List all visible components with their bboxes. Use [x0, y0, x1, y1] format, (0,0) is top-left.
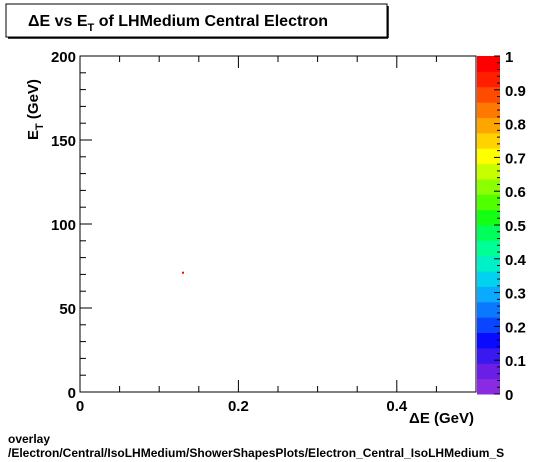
- y-tick-label: 50: [59, 301, 76, 318]
- colorbar-segment: [477, 286, 500, 303]
- colorbar-tick-label: 0: [505, 387, 513, 404]
- y-axis-tick-labels: 0 50 100 150 200: [51, 49, 76, 402]
- colorbar-tick-label: 0.9: [505, 83, 526, 100]
- y-axis-label-main: E: [25, 130, 42, 140]
- colorbar: [477, 56, 500, 395]
- y-tick-label: 150: [51, 133, 76, 150]
- x-tick-label: 0.4: [386, 398, 408, 415]
- colorbar-segment: [477, 56, 500, 72]
- colorbar-tick-label: 0.7: [505, 150, 526, 167]
- y-axis-label-subscript: T: [34, 123, 46, 130]
- footer-overlay-label: overlay: [8, 432, 51, 446]
- chart-title-box: ΔE vs ET of LHMedium Central Electron: [5, 3, 389, 39]
- colorbar-tick-labels: 0 0.1 0.2 0.3 0.4 0.5 0.6 0.7 0.8 0.9 1: [494, 49, 527, 404]
- x-axis-label: ΔE (GeV): [409, 410, 474, 427]
- colorbar-segment: [477, 378, 500, 395]
- y-tick-label: 100: [51, 217, 76, 234]
- colorbar-tick-label: 0.8: [505, 117, 526, 134]
- colorbar-tick-label: 0.4: [505, 252, 527, 269]
- colorbar-tick-label: 0.2: [505, 319, 526, 336]
- colorbar-segment: [477, 332, 500, 349]
- colorbar-segment: [477, 132, 500, 149]
- y-axis-ticks: [80, 55, 92, 393]
- x-axis-ticks: [79, 56, 477, 392]
- x-tick-label: 0: [76, 398, 84, 415]
- colorbar-segment: [477, 102, 500, 118]
- colorbar-segment: [477, 317, 500, 334]
- colorbar-segment: [477, 194, 500, 211]
- chart-title: ΔE vs ET of LHMedium Central Electron: [28, 13, 328, 34]
- colorbar-tick-label: 1: [505, 49, 513, 66]
- y-axis-label-unit: (GeV): [25, 79, 42, 123]
- colorbar-tick-label: 0.1: [505, 353, 526, 370]
- colorbar-segment: [477, 255, 500, 272]
- y-tick-label: 200: [51, 49, 76, 66]
- chart-title-subscript: T: [88, 22, 95, 34]
- colorbar-segment: [477, 363, 500, 380]
- colorbar-segment: [477, 301, 500, 318]
- colorbar-tick-label: 0.6: [505, 184, 526, 201]
- colorbar-segment: [477, 163, 500, 180]
- colorbar-segment: [477, 271, 500, 287]
- y-tick-label: 0: [68, 385, 76, 402]
- colorbar-segment: [477, 71, 500, 88]
- plot-frame: [79, 55, 477, 393]
- colorbar-tick-label: 0.5: [505, 218, 526, 235]
- colorbar-segment: [477, 86, 500, 103]
- data-points: [181, 271, 184, 274]
- colorbar-segment: [477, 209, 500, 226]
- colorbar-segment: [477, 347, 500, 364]
- colorbar-segment: [477, 117, 500, 134]
- chart-title-main: ΔE vs E: [28, 13, 88, 30]
- colorbar-segment: [477, 225, 500, 241]
- y-axis-label: ET (GeV): [25, 79, 46, 140]
- data-point: [181, 271, 184, 274]
- footer-path-label: /Electron/Central/IsoLHMedium/ShowerShap…: [8, 446, 505, 460]
- colorbar-tick-label: 0.3: [505, 286, 526, 303]
- chart-title-rest: of LHMedium Central Electron: [94, 13, 328, 30]
- x-tick-label: 0.2: [228, 398, 249, 415]
- x-axis-tick-labels: 0 0.2 0.4: [76, 398, 408, 415]
- colorbar-segment: [477, 178, 500, 195]
- colorbar-segment: [477, 240, 500, 257]
- colorbar-segment: [477, 148, 500, 165]
